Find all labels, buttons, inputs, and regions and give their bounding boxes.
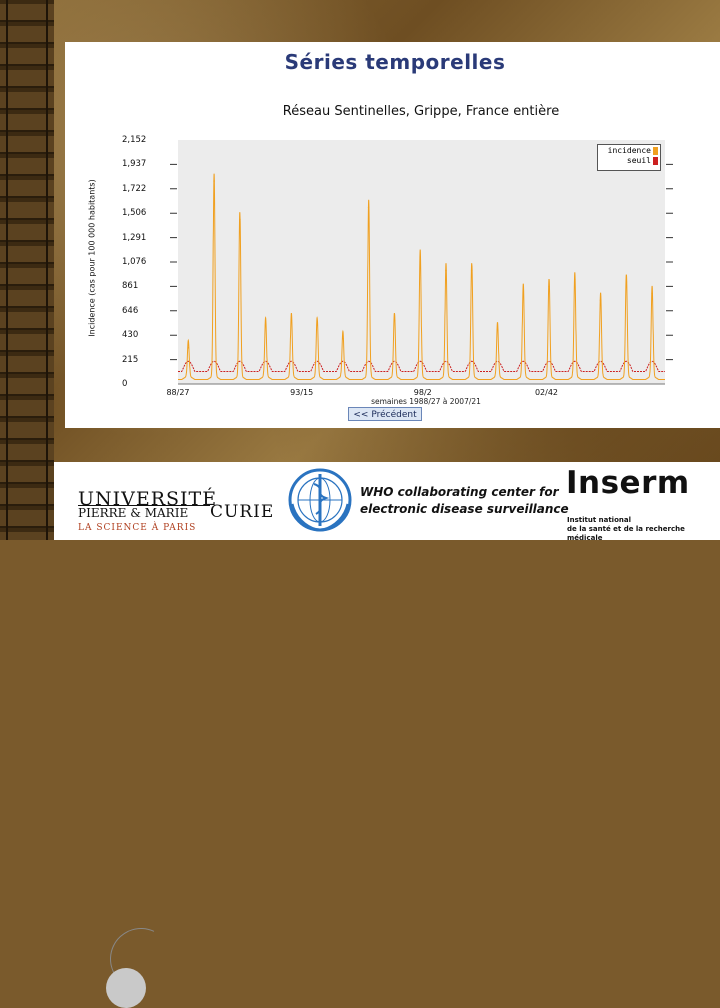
inserm-logo-subtitle: Institut national de la santé et de la re… bbox=[567, 516, 685, 542]
x-tick-label-2: 98/2 bbox=[413, 388, 432, 397]
who-collaborating-text: WHO collaborating center for electronic d… bbox=[360, 485, 569, 516]
who-emblem-icon bbox=[288, 468, 352, 532]
legend-label-seuil: seuil bbox=[626, 156, 651, 165]
decorative-left-strip bbox=[0, 0, 54, 540]
upmc-divider bbox=[78, 505, 210, 506]
series-incidence-line bbox=[178, 173, 665, 380]
y-tick-label-10: 0 bbox=[122, 379, 128, 389]
incidence-peak-point-7 bbox=[367, 206, 370, 208]
incidence-peak-point-17 bbox=[625, 281, 628, 283]
legend-item-incidence: incidence bbox=[600, 146, 658, 156]
upmc-logo-line1: UNIVERSITÉ bbox=[78, 488, 218, 510]
incidence-peak-point-12 bbox=[496, 328, 499, 331]
upmc-circle-icon bbox=[106, 968, 146, 1008]
upmc-logo-curie: CURIE bbox=[210, 502, 275, 522]
incidence-peak-point-11 bbox=[470, 269, 473, 272]
incidence-peak-point-4 bbox=[290, 319, 293, 322]
x-tick-label-3: 02/42 bbox=[534, 388, 558, 397]
incidence-peak-point-0 bbox=[187, 346, 190, 349]
incidence-peak-point-6 bbox=[342, 337, 344, 340]
inserm-logo-text: Inserm bbox=[566, 465, 690, 501]
chart-plot-area bbox=[170, 140, 673, 385]
incidence-peak-point-1 bbox=[213, 180, 215, 182]
legend-swatch-incidence bbox=[653, 147, 658, 155]
incidence-peak-point-10 bbox=[445, 269, 447, 272]
legend-label-incidence: incidence bbox=[607, 146, 651, 155]
y-tick-label-6: 861 bbox=[122, 281, 139, 292]
incidence-peak-point-15 bbox=[574, 278, 576, 281]
y-tick-label-2: 1,722 bbox=[122, 183, 147, 194]
x-tick-label-0: 88/27 bbox=[166, 388, 190, 397]
incidence-peak-point-8 bbox=[393, 319, 396, 322]
legend-swatch-seuil bbox=[653, 157, 658, 165]
y-tick-label-9: 215 bbox=[122, 354, 139, 365]
chart-legend: incidence seuil bbox=[597, 144, 661, 171]
legend-item-seuil: seuil bbox=[600, 156, 658, 166]
chart-title: Réseau Sentinelles, Grippe, France entiè… bbox=[282, 104, 560, 119]
y-tick-label-7: 646 bbox=[122, 305, 139, 316]
series-seuil-line bbox=[178, 360, 665, 372]
x-tick-label-1: 93/15 bbox=[290, 388, 314, 397]
previous-button[interactable]: << Précédent bbox=[348, 407, 422, 421]
incidence-peak-point-14 bbox=[548, 285, 550, 288]
y-tick-label-3: 1,506 bbox=[122, 208, 147, 219]
incidence-peak-point-3 bbox=[264, 324, 267, 326]
incidence-peak-point-5 bbox=[316, 324, 318, 326]
incidence-peak-point-13 bbox=[522, 290, 525, 292]
y-tick-label-8: 430 bbox=[122, 330, 139, 341]
incidence-peak-point-18 bbox=[651, 292, 653, 295]
upmc-logo-line2: PIERRE & MARIE bbox=[78, 506, 189, 520]
logo-strip bbox=[54, 462, 720, 540]
upmc-logo-tagline: LA SCIENCE À PARIS bbox=[78, 523, 197, 533]
slide-heading: Séries temporelles bbox=[284, 50, 506, 74]
incidence-peak-point-16 bbox=[599, 299, 602, 301]
x-axis-caption: semaines 1988/27 à 2007/21 bbox=[371, 397, 481, 406]
y-tick-label-4: 1,291 bbox=[122, 232, 147, 243]
y-tick-label-5: 1,076 bbox=[122, 257, 147, 267]
incidence-peak-point-9 bbox=[419, 256, 422, 258]
y-tick-label-1: 1,937 bbox=[122, 159, 147, 170]
y-tick-label-0: 2,152 bbox=[122, 135, 147, 145]
incidence-peak-point-2 bbox=[239, 218, 241, 221]
